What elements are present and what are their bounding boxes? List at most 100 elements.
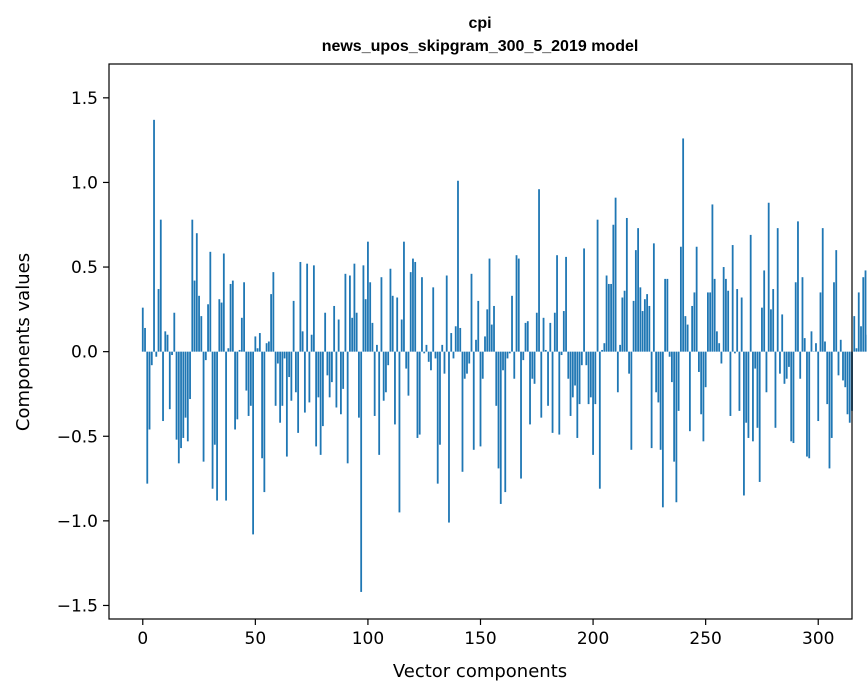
bar — [497, 351, 500, 469]
bar — [240, 317, 243, 352]
bar — [625, 217, 628, 352]
bar — [839, 339, 842, 352]
bar — [432, 287, 435, 352]
bar — [508, 351, 511, 354]
bar — [650, 351, 653, 449]
bar — [391, 295, 394, 352]
bar — [657, 351, 660, 403]
bar — [488, 258, 491, 352]
bar — [353, 263, 356, 352]
bar — [369, 282, 372, 352]
bar — [414, 261, 417, 352]
bar — [794, 282, 797, 352]
bar — [209, 251, 212, 352]
bar — [220, 302, 223, 352]
bar — [171, 351, 173, 356]
bar — [457, 180, 459, 352]
bar — [589, 351, 592, 398]
bar — [506, 351, 509, 359]
bar — [643, 299, 646, 352]
bar — [797, 221, 799, 352]
bar — [200, 316, 203, 352]
bar — [835, 250, 838, 352]
bar — [551, 351, 554, 433]
bar — [707, 292, 709, 352]
bar — [191, 219, 194, 352]
bar — [542, 317, 545, 352]
bar — [306, 263, 309, 352]
bar — [328, 351, 331, 398]
bar — [520, 351, 522, 479]
x-tick-label: 50 — [245, 629, 267, 649]
bar — [605, 275, 608, 352]
bar — [513, 351, 516, 379]
bar — [560, 351, 563, 356]
bar — [441, 344, 444, 352]
bar — [177, 351, 180, 464]
bar — [695, 246, 698, 352]
bar — [144, 327, 146, 352]
bar — [842, 351, 844, 381]
bar — [535, 312, 538, 352]
x-tick-label: 100 — [352, 629, 384, 649]
bar — [423, 351, 426, 354]
x-tick-label: 0 — [137, 629, 148, 649]
bar — [258, 333, 261, 352]
bar — [312, 265, 315, 352]
bar — [358, 351, 360, 418]
bar — [159, 219, 162, 352]
bar — [788, 351, 790, 367]
y-axis-label: Components values — [13, 253, 34, 431]
bar — [616, 351, 619, 393]
bar — [583, 248, 585, 352]
bar — [846, 351, 849, 415]
bar — [702, 351, 705, 442]
bar — [412, 258, 414, 352]
bar — [418, 351, 421, 435]
bar — [765, 351, 768, 393]
bar — [403, 241, 405, 352]
bar — [466, 351, 468, 374]
bar — [614, 197, 617, 352]
bar — [355, 312, 358, 352]
bar — [364, 299, 367, 352]
bar — [213, 351, 216, 445]
bar — [319, 351, 322, 455]
bar — [547, 351, 549, 406]
bar — [346, 351, 349, 464]
bar — [162, 351, 164, 422]
bar — [722, 267, 725, 352]
bar — [619, 344, 621, 352]
bar — [267, 341, 270, 352]
bar — [175, 351, 178, 440]
bar — [470, 273, 473, 352]
bar — [292, 300, 295, 352]
bar — [779, 351, 781, 374]
bar — [443, 351, 446, 374]
bar — [700, 351, 703, 415]
bar — [272, 272, 275, 352]
bar — [344, 273, 347, 352]
bar — [389, 268, 392, 352]
bar — [326, 351, 329, 376]
y-tick-label: −1.0 — [57, 512, 98, 532]
bar — [427, 351, 430, 362]
bar — [461, 351, 464, 472]
bar — [468, 351, 471, 364]
bar — [382, 351, 385, 401]
bar — [679, 246, 682, 352]
bar — [333, 305, 336, 352]
bar — [790, 351, 793, 442]
bar — [202, 351, 205, 462]
y-axis-ticks: −1.5 −1.0 −0.5 0.0 0.5 1.0 1.5 — [57, 89, 109, 616]
bar — [855, 348, 858, 352]
bar — [349, 275, 351, 352]
bar — [490, 324, 493, 352]
bar — [720, 351, 723, 364]
bar — [481, 351, 484, 379]
bar — [661, 351, 664, 508]
bar — [463, 351, 466, 379]
bar — [436, 351, 439, 484]
bar — [747, 351, 750, 438]
